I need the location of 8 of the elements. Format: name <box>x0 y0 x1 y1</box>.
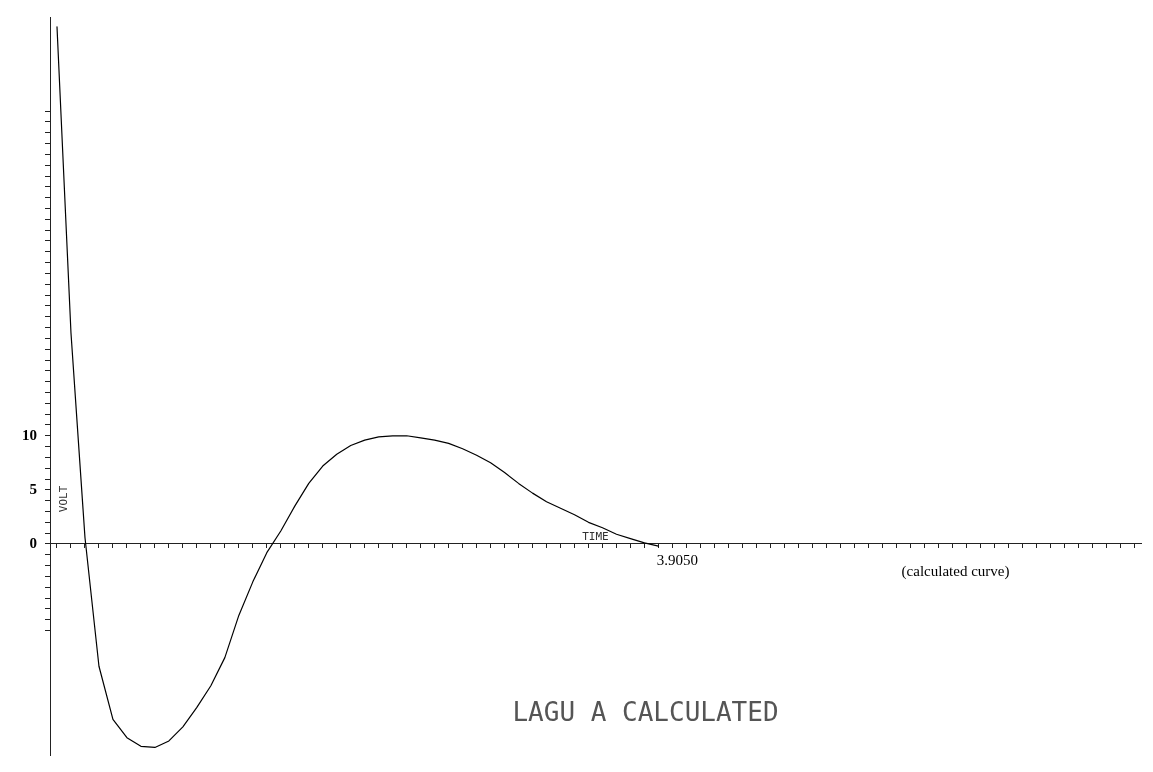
annotation: (calculated curve) <box>901 563 1010 581</box>
y-axis-title: VOLT <box>56 485 70 513</box>
y-tick-label: 5 <box>29 480 37 497</box>
y-tick-label: 10 <box>22 426 37 443</box>
y-tick-label: 0 <box>29 534 37 551</box>
annotation: 3.9050 <box>656 552 698 569</box>
text: LAGU A CALCULATED <box>512 697 779 727</box>
x-axis-title: TIME <box>582 530 609 544</box>
